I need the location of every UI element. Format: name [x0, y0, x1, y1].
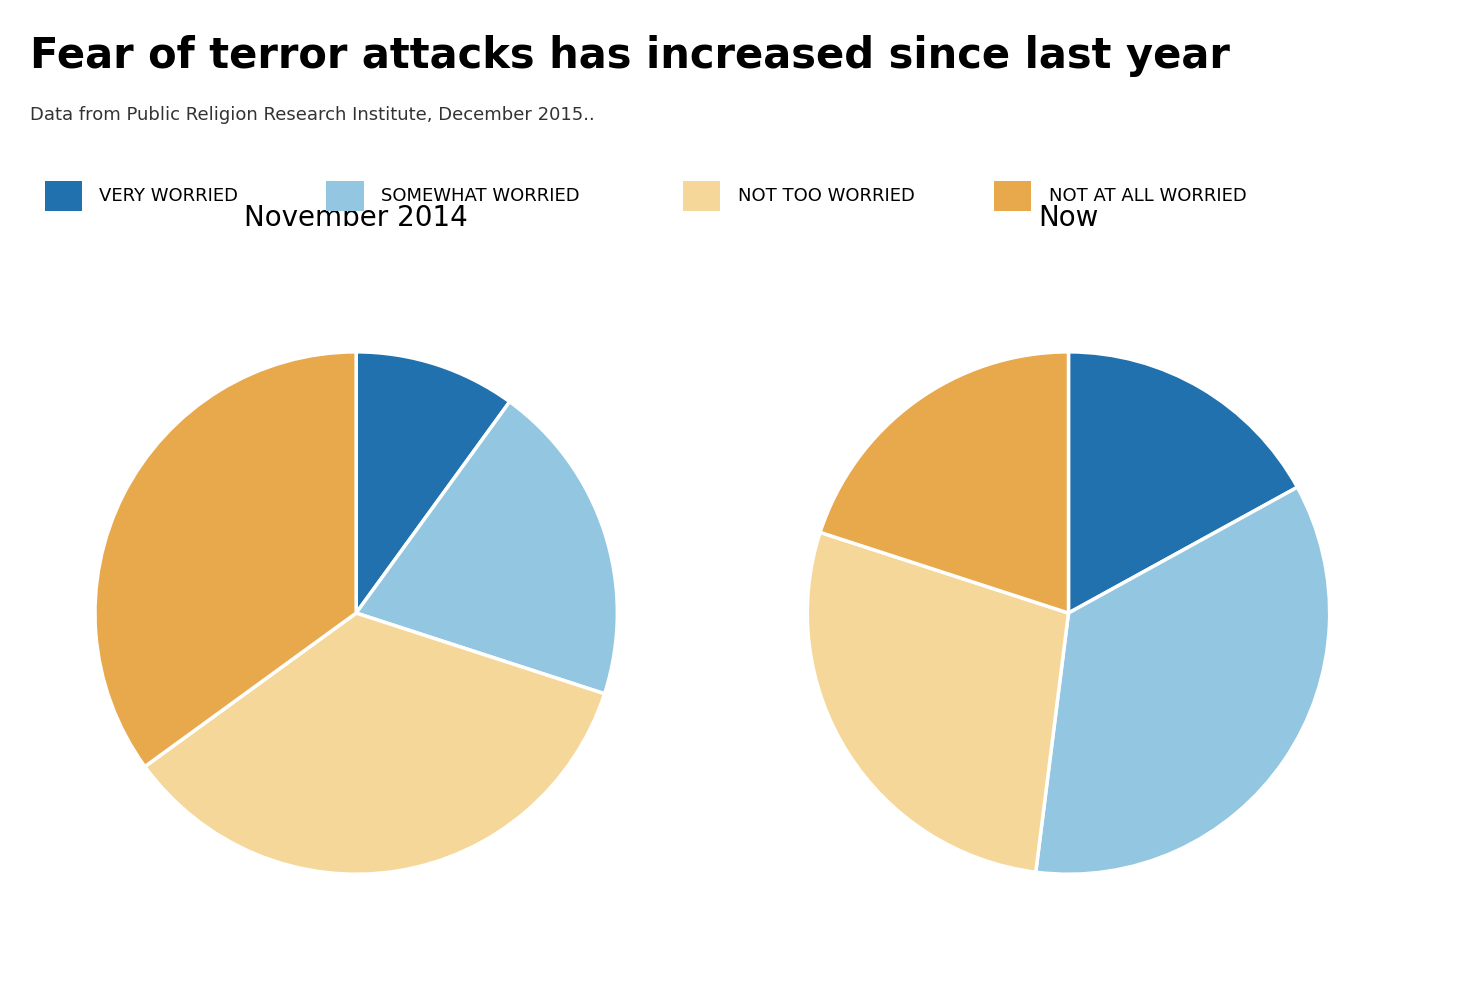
Wedge shape	[145, 613, 604, 874]
Text: NOT AT ALL WORRIED: NOT AT ALL WORRIED	[1049, 187, 1247, 205]
Wedge shape	[95, 352, 356, 767]
Wedge shape	[1036, 487, 1330, 874]
Wedge shape	[356, 352, 509, 613]
Text: Data from Public Religion Research Institute, December 2015..: Data from Public Religion Research Insti…	[30, 106, 595, 124]
Text: Fear of terror attacks has increased since last year: Fear of terror attacks has increased sin…	[30, 35, 1230, 77]
Wedge shape	[1068, 352, 1297, 613]
Text: SOMEWHAT WORRIED: SOMEWHAT WORRIED	[381, 187, 580, 205]
Text: VERY WORRIED: VERY WORRIED	[99, 187, 239, 205]
Wedge shape	[807, 533, 1068, 872]
Title: Now: Now	[1039, 204, 1098, 232]
Wedge shape	[356, 402, 617, 693]
Text: NOT TOO WORRIED: NOT TOO WORRIED	[738, 187, 914, 205]
Wedge shape	[821, 352, 1068, 613]
Title: November 2014: November 2014	[245, 204, 467, 232]
